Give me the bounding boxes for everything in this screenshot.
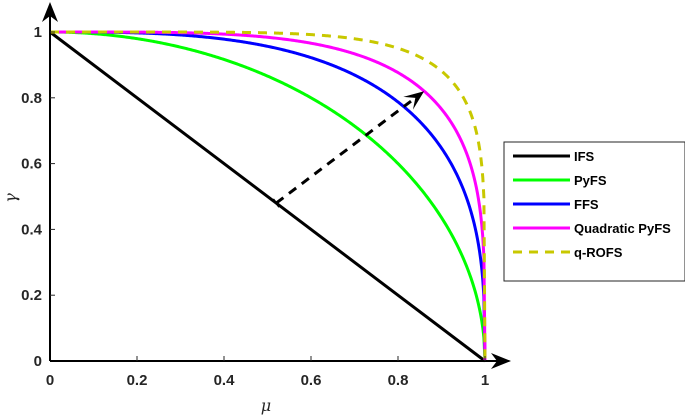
x-tick-label: 0.8: [388, 372, 409, 389]
y-tick-label: 0: [34, 353, 42, 370]
arrow-shaft: [275, 98, 414, 205]
series-line-ifs: [49, 30, 486, 363]
legend-label: IFS: [574, 149, 595, 164]
x-axis-arrow-icon: [491, 353, 511, 369]
x-tick-label: 1: [481, 372, 489, 389]
legend-label: PyFS: [574, 173, 607, 188]
expansion-arrow: [272, 91, 425, 208]
arrow-head-icon: [403, 91, 425, 110]
y-tick-label: 0.8: [21, 90, 42, 107]
legend-box: [503, 141, 685, 282]
x-axis-label: μ: [261, 396, 271, 415]
y-axis-label: γ: [1, 193, 20, 203]
y-axis-arrow-icon: [42, 2, 58, 22]
y-tick-label: 1: [34, 24, 42, 41]
legend: IFS PyFS FFS Quadratic PyFS q-ROFS: [503, 141, 685, 282]
x-axis-ticks: 0 0.2 0.4 0.6 0.8 1: [46, 356, 489, 389]
series-line-pyfs: [50, 30, 487, 362]
legend-label: FFS: [574, 197, 599, 212]
legend-label: Quadratic PyFS: [574, 221, 671, 236]
plot-lines: [49, 30, 487, 363]
x-tick-label: 0.4: [214, 372, 236, 389]
y-tick-label: 0.2: [21, 287, 42, 304]
legend-label: q-ROFS: [574, 245, 623, 260]
y-tick-label: 0.4: [21, 221, 43, 238]
x-tick-label: 0.2: [127, 372, 148, 389]
x-tick-label: 0: [46, 372, 54, 389]
y-tick-label: 0.6: [21, 156, 42, 173]
y-axis-ticks: 0 0.2 0.4 0.6 0.8 1: [21, 24, 55, 370]
x-tick-label: 0.6: [301, 372, 322, 389]
series-line-q-rofs: [50, 30, 487, 362]
axes: [42, 2, 511, 369]
